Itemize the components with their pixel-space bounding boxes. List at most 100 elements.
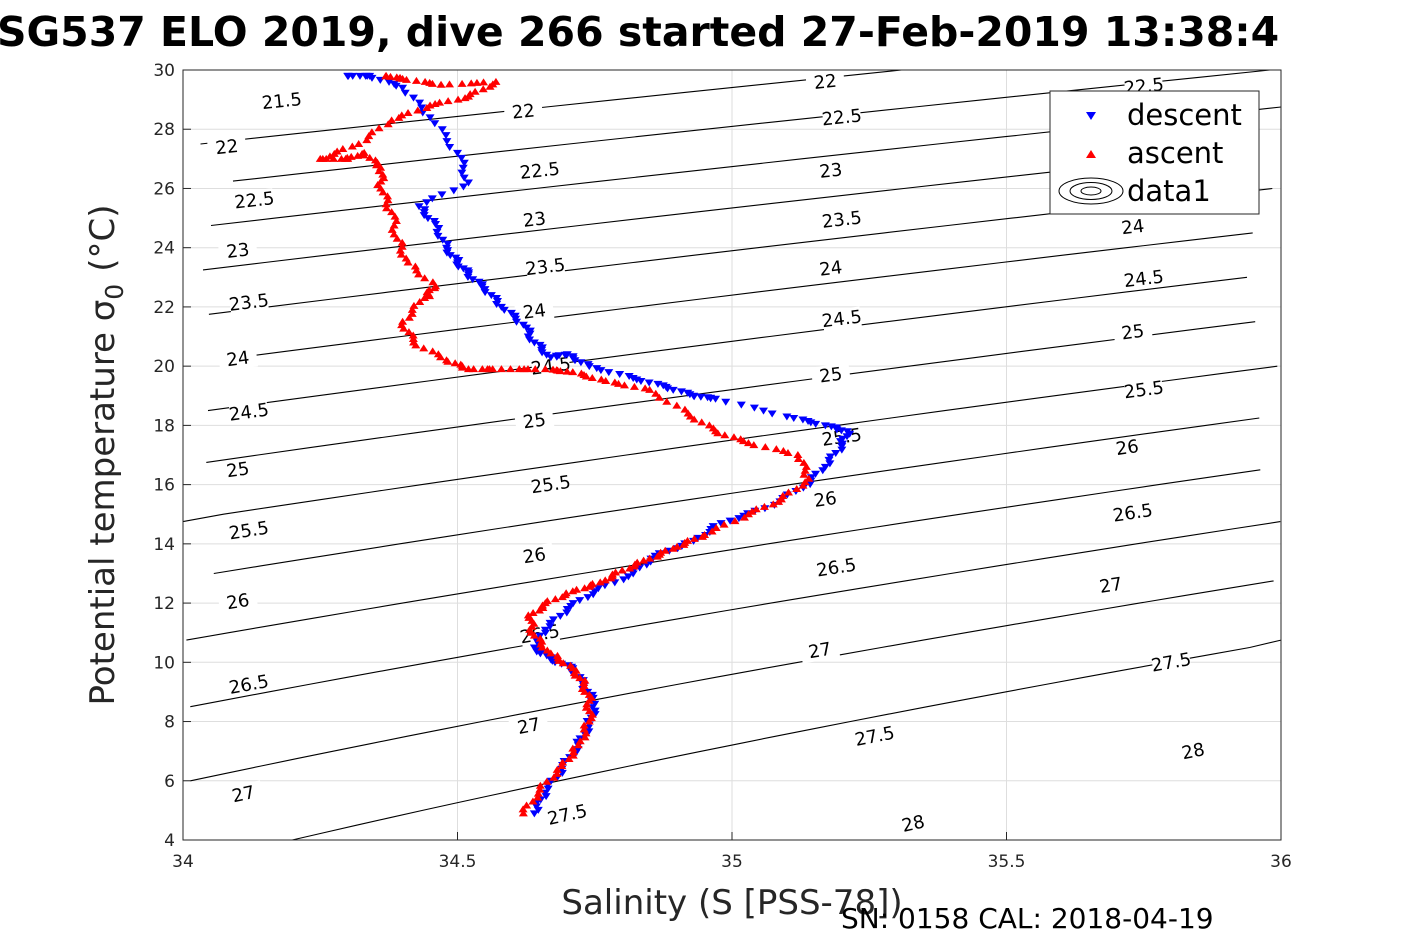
ascent-point (596, 375, 606, 383)
contour-label: 23.5 (524, 255, 566, 281)
ascent-point (801, 462, 811, 470)
density-contour-line (190, 580, 1274, 782)
ascent-point (383, 192, 393, 200)
descent-point (414, 203, 424, 211)
descent-point (525, 336, 535, 344)
contour-label-text: 24.5 (821, 306, 863, 332)
ascent-point (315, 154, 325, 162)
ascent-point (398, 317, 408, 325)
x-tick-label: 35 (721, 852, 743, 872)
contour-label-text: 22.5 (519, 159, 561, 184)
descent-point (644, 379, 654, 387)
ascent-point (376, 163, 386, 171)
contour-label: 26.5 (815, 554, 858, 581)
ascent-point (629, 382, 639, 390)
contour-label: 22 (503, 99, 544, 124)
descent-point (486, 292, 496, 300)
descent-point (453, 263, 463, 271)
ascent-point (575, 674, 585, 682)
density-contour-line (200, 69, 902, 145)
ascent-point (729, 433, 739, 441)
descent-point (541, 793, 551, 801)
density-contour-line (206, 321, 1256, 463)
density-contour-line (213, 417, 1260, 575)
descent-point (456, 154, 466, 162)
ascent-point (436, 80, 446, 88)
contour-label-background (854, 722, 896, 750)
descent-point (693, 534, 703, 542)
ascent-point (477, 365, 487, 373)
descent-point (537, 349, 547, 357)
ascent-point (736, 435, 746, 443)
contour-label-text: 25 (522, 409, 548, 433)
y-axis-label: Potential temperature σ0 (°C) (83, 204, 129, 705)
y-tick-label: 10 (153, 653, 175, 673)
ascent-point (535, 634, 545, 642)
descent-point (668, 386, 678, 394)
contour-label-background (228, 671, 270, 698)
ascent-point (751, 505, 761, 513)
ascent-point (542, 597, 552, 605)
ascent-point (683, 409, 693, 417)
descent-point (458, 265, 468, 273)
ascent-point (651, 389, 661, 397)
ascent-point (491, 77, 501, 85)
ascent-point (804, 474, 814, 482)
contour-label-background (530, 471, 572, 498)
ascent-point (389, 221, 399, 229)
contour-label: 24.5 (821, 306, 863, 332)
y-axis-label-text: Potential temperature σ (83, 300, 123, 706)
ascent-point (792, 485, 802, 493)
contour-label-text: 22 (813, 71, 838, 94)
descent-point (711, 395, 721, 403)
ascent-point (610, 378, 620, 386)
descent-point (540, 629, 550, 637)
contour-label-text: 28 (1180, 739, 1207, 764)
ascent-point (395, 246, 405, 254)
ascent-point (325, 152, 335, 160)
ascent-point (542, 777, 552, 785)
descent-point (459, 174, 469, 182)
contour-label-text: 24 (225, 347, 250, 371)
density-contour-line (232, 69, 1270, 182)
contour-label: 21.5 (261, 89, 303, 114)
y-tick-label: 16 (153, 476, 175, 496)
contour-label: 24 (514, 299, 555, 324)
contour-label: 26 (805, 486, 846, 513)
contour-label-background (228, 517, 270, 544)
ascent-point (387, 116, 397, 124)
ascent-point (403, 108, 413, 116)
descent-point (546, 354, 556, 362)
ascent-point (472, 78, 482, 86)
y-tick-label: 18 (153, 416, 175, 436)
ascent-point (505, 365, 515, 373)
contour-label-background (815, 554, 857, 581)
x-tick-label: 34 (172, 852, 194, 872)
contour-label-background (261, 89, 302, 114)
contour-label-background (519, 158, 560, 183)
ascent-point (672, 542, 682, 550)
contour-label-text: 23 (522, 208, 547, 231)
contour-label-background (234, 188, 275, 213)
ascent-point (528, 608, 538, 616)
contour-label-background (1112, 319, 1153, 345)
descent-point (736, 401, 746, 409)
ascent-point (800, 466, 810, 474)
contour-label-background (228, 399, 270, 425)
legend-data1-label: data1 (1127, 174, 1211, 208)
descent-point (529, 339, 539, 347)
ascent-point (396, 250, 406, 258)
contour-label: 25 (514, 408, 555, 434)
ascent-point (579, 721, 589, 729)
ascent-point (332, 147, 342, 155)
contour-label-text: 27 (516, 714, 542, 739)
contour-label-background (1107, 435, 1148, 461)
ascent-point (419, 344, 429, 352)
contour-label-background (546, 800, 589, 829)
ascent-point (566, 661, 576, 669)
ascent-point (572, 585, 582, 593)
contour-label-text: 21.5 (261, 89, 303, 114)
contour-label-background (821, 207, 862, 232)
contour-label-text: 26 (813, 488, 839, 512)
ascent-point (428, 347, 438, 355)
